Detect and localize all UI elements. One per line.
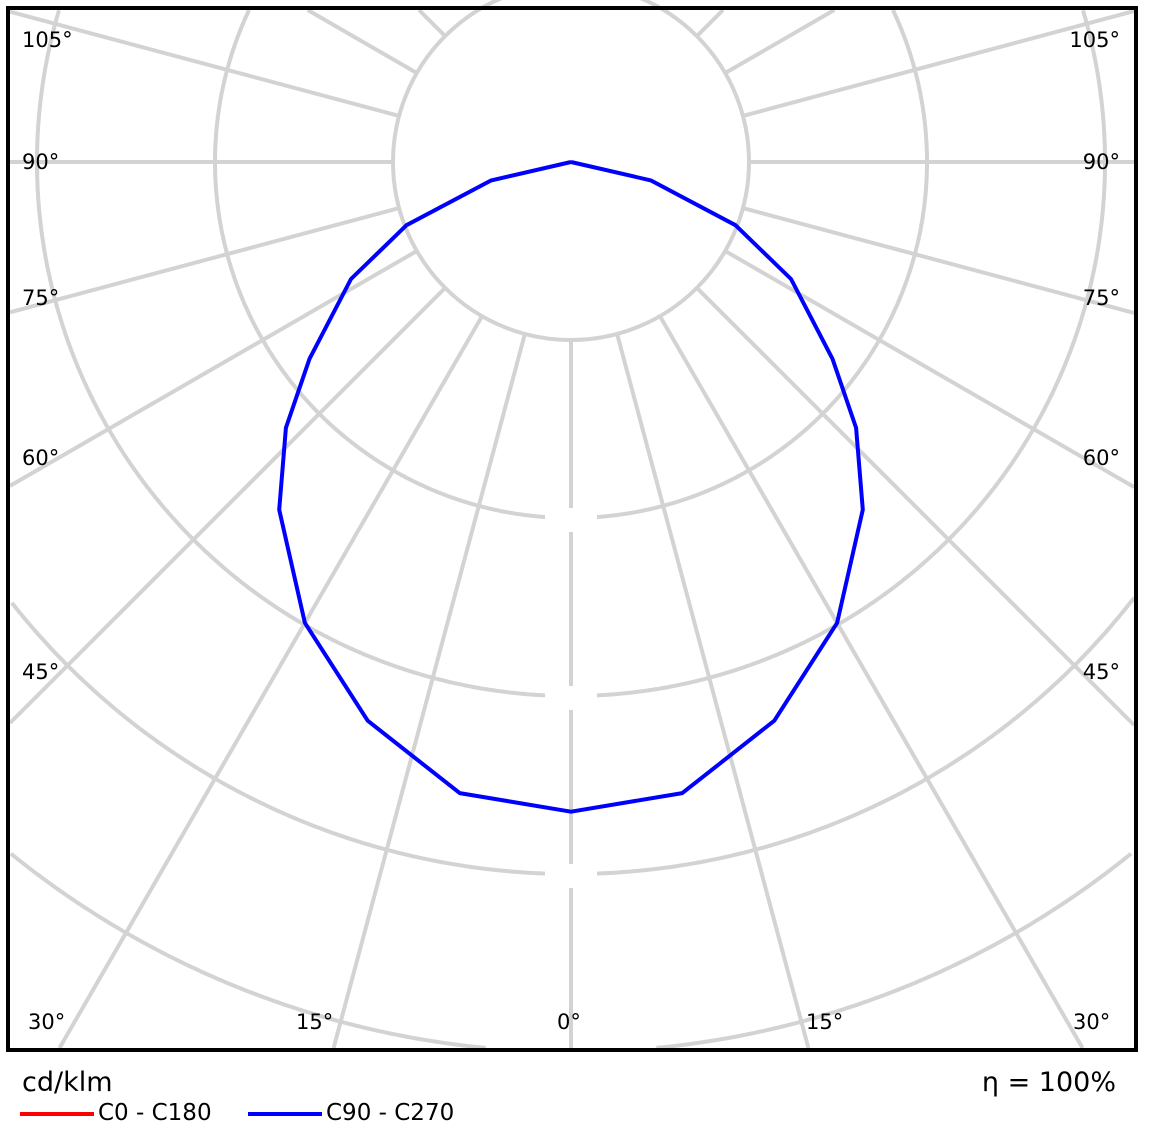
grid-spoke [695, 8, 725, 38]
angle-label-right-105: 105° [1069, 28, 1120, 52]
angle-label-left-60: 60° [22, 446, 60, 470]
angle-label-right-90: 90° [1082, 150, 1120, 174]
grid-spoke [695, 286, 1136, 727]
grid-spoke [9, 206, 400, 315]
angle-label-right-60: 60° [1082, 446, 1120, 470]
legend-item-c0-c180: C0 - C180 [20, 1100, 212, 1126]
ring-label-gap [545, 686, 597, 710]
plot-frame [6, 6, 1138, 1052]
angle-label-bottom-30-left: 30° [28, 1010, 66, 1034]
grid-ring [9, 852, 486, 1050]
grid-spoke [57, 315, 484, 1049]
grid-spoke [724, 8, 836, 75]
legend-swatch-blue [248, 1111, 322, 1116]
angle-label-left-45: 45° [22, 660, 60, 684]
angle-label-right-45: 45° [1082, 660, 1120, 684]
legend-label: C0 - C180 [98, 1100, 212, 1126]
legend-label: C90 - C270 [326, 1100, 455, 1126]
angle-label-left-105: 105° [22, 28, 73, 52]
ring-label-gap [545, 508, 597, 532]
angle-label-bottom-0: 0° [557, 1010, 581, 1034]
grid-spoke [417, 8, 447, 38]
efficiency-label: η = 100% [981, 1067, 1116, 1098]
grid-hub [391, 0, 751, 342]
grid-spoke [8, 286, 447, 725]
angle-label-bottom-15-right: 15° [806, 1010, 844, 1034]
grid-spoke [8, 249, 418, 488]
grid-spoke [306, 8, 418, 75]
angle-label-bottom-15-left: 15° [296, 1010, 334, 1034]
grid-spoke [742, 9, 1135, 118]
angle-label-bottom-30-right: 30° [1073, 1010, 1111, 1034]
grid-spoke [331, 333, 527, 1049]
grid-spoke [9, 9, 400, 118]
grid-spoke [742, 206, 1135, 315]
legend-swatch-red [20, 1111, 94, 1116]
grid-spoke [658, 315, 1085, 1049]
series-curve-c90-c270 [277, 160, 865, 814]
grid-spoke [724, 249, 1135, 489]
grid-spoke [615, 333, 811, 1049]
angle-label-left-90: 90° [22, 150, 60, 174]
unit-label: cd/klm [22, 1067, 113, 1098]
angle-label-left-75: 75° [22, 286, 60, 310]
ring-label-gap [545, 864, 597, 888]
angle-label-right-75: 75° [1082, 286, 1120, 310]
grid-ring [656, 852, 1133, 1050]
legend-item-c90-c270: C90 - C270 [248, 1100, 455, 1126]
